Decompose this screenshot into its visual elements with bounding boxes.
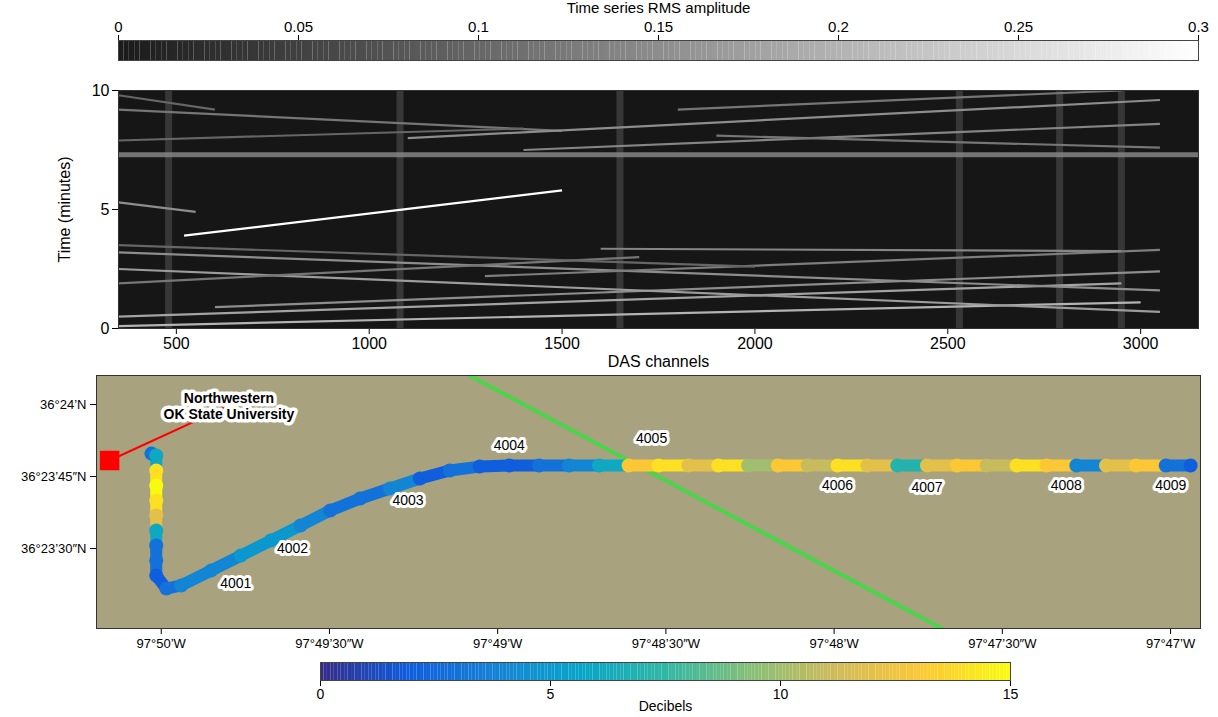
svg-text:36°24’N: 36°24’N [40, 397, 86, 412]
svg-text:4008: 4008 [1051, 477, 1082, 493]
svg-text:4005: 4005 [636, 430, 667, 446]
svg-text:36°23’30″N: 36°23’30″N [21, 541, 86, 556]
svg-text:0.05: 0.05 [284, 18, 313, 35]
svg-text:97°47’W: 97°47’W [1146, 636, 1196, 651]
svg-text:2000: 2000 [737, 335, 773, 352]
svg-text:Decibels: Decibels [639, 698, 693, 714]
svg-text:97°49’30″W: 97°49’30″W [295, 636, 364, 651]
svg-text:0.1: 0.1 [468, 18, 489, 35]
svg-text:10: 10 [773, 686, 789, 702]
svg-text:4002: 4002 [277, 540, 308, 556]
svg-text:500: 500 [163, 335, 190, 352]
svg-text:0: 0 [101, 320, 110, 337]
svg-text:4004: 4004 [494, 437, 525, 453]
svg-text:97°48’W: 97°48’W [809, 636, 859, 651]
svg-text:5: 5 [101, 201, 110, 218]
svg-text:1500: 1500 [544, 335, 580, 352]
svg-text:15: 15 [1003, 686, 1019, 702]
svg-text:97°47’30″W: 97°47’30″W [968, 636, 1037, 651]
svg-text:0.25: 0.25 [1004, 18, 1033, 35]
svg-text:Time series RMS amplitude: Time series RMS amplitude [567, 0, 751, 16]
svg-text:4007: 4007 [911, 479, 942, 495]
svg-text:NorthwesternOK State Universit: NorthwesternOK State University [164, 390, 295, 422]
svg-text:Time (minutes): Time (minutes) [56, 156, 73, 262]
svg-text:0.3: 0.3 [1188, 18, 1209, 35]
svg-text:0: 0 [114, 18, 122, 35]
svg-text:10: 10 [92, 82, 110, 99]
svg-text:3000: 3000 [1123, 335, 1159, 352]
svg-text:0.2: 0.2 [828, 18, 849, 35]
svg-text:4001: 4001 [220, 575, 251, 591]
svg-text:4003: 4003 [392, 492, 423, 508]
svg-text:97°49’W: 97°49’W [473, 636, 523, 651]
svg-text:DAS channels: DAS channels [608, 353, 709, 370]
svg-text:2500: 2500 [930, 335, 966, 352]
svg-text:1000: 1000 [351, 335, 387, 352]
svg-text:97°48’30″W: 97°48’30″W [632, 636, 701, 651]
svg-text:4006: 4006 [822, 477, 853, 493]
svg-text:4009: 4009 [1155, 477, 1186, 493]
svg-text:97°50’W: 97°50’W [137, 636, 187, 651]
svg-text:0: 0 [317, 686, 325, 702]
svg-text:36°23’45″N: 36°23’45″N [21, 469, 86, 484]
svg-text:5: 5 [547, 686, 555, 702]
svg-text:0.15: 0.15 [644, 18, 673, 35]
